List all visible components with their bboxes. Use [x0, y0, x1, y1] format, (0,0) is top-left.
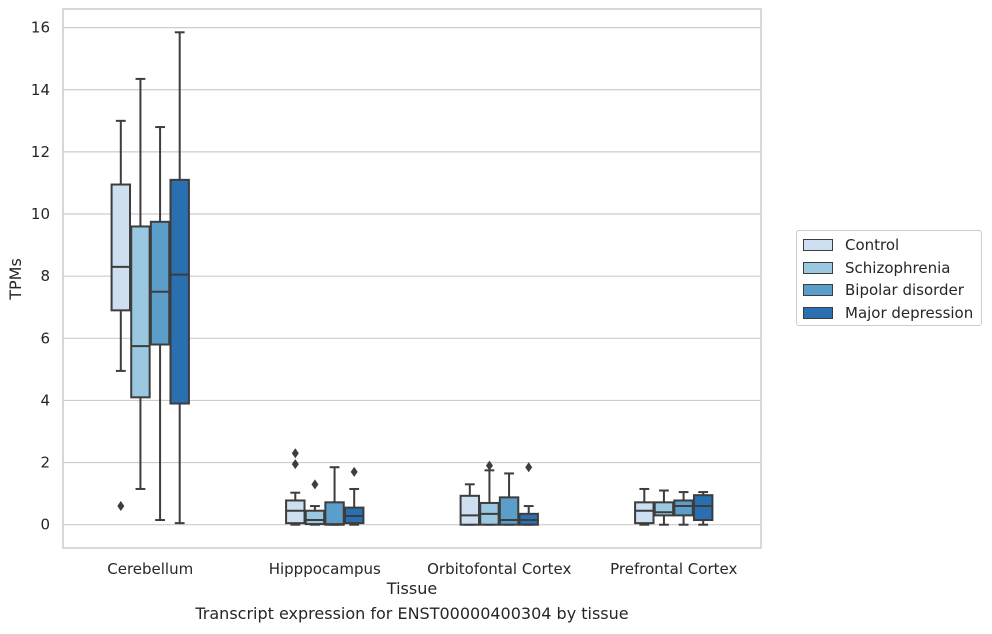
box-bipolar-disorder — [324, 466, 345, 526]
y-tick-label: 14 — [31, 81, 50, 99]
outlier-point — [311, 479, 319, 490]
y-tick-label: 0 — [40, 516, 50, 534]
outlier-point — [291, 459, 299, 470]
legend-item: Major depression — [803, 302, 973, 324]
box-iqr — [169, 178, 190, 405]
legend-item: Bipolar disorder — [803, 279, 964, 301]
y-tick-labels: 0 2 4 6 8 10 12 14 16 — [31, 19, 50, 534]
outlier-point — [291, 448, 299, 459]
x-axis-label: Tissue — [386, 579, 437, 598]
box-control — [110, 119, 132, 512]
outlier-point — [485, 460, 493, 471]
box-schizophrenia — [653, 489, 675, 526]
y-tick-label: 16 — [31, 19, 50, 37]
box-series — [110, 31, 714, 526]
box-iqr — [130, 225, 151, 399]
outlier-point — [525, 462, 533, 473]
legend-label: Bipolar disorder — [845, 281, 964, 299]
box-bipolar-disorder — [498, 472, 520, 526]
legend: Control Schizophrenia Bipolar disorder Majo… — [796, 230, 982, 326]
box-iqr — [459, 494, 481, 526]
y-tick-label: 12 — [31, 143, 50, 161]
legend-swatch — [803, 306, 833, 319]
outlier-point — [350, 466, 358, 477]
x-tick-label: Orbitofontal Cortex — [427, 560, 571, 578]
legend-item: Schizophrenia — [803, 257, 950, 279]
legend-swatch — [803, 239, 833, 251]
box-major-depression — [169, 31, 190, 525]
box-major-depression — [343, 466, 365, 526]
legend-swatch — [803, 261, 833, 274]
legend-label: Schizophrenia — [845, 258, 951, 277]
box-control — [459, 483, 481, 526]
box-schizophrenia — [130, 77, 151, 490]
y-tick-label: 4 — [40, 391, 50, 409]
box-bipolar-disorder — [149, 126, 171, 522]
box-control — [285, 448, 306, 526]
y-axis-label: TPMs — [6, 258, 25, 301]
box-iqr — [285, 499, 306, 525]
legend-swatch — [803, 284, 833, 296]
x-tick-label: Prefrontal Cortex — [610, 560, 737, 578]
box-control — [634, 487, 655, 526]
box-iqr — [634, 501, 655, 525]
box-major-depression — [692, 491, 714, 526]
y-tick-label: 10 — [31, 205, 50, 223]
box-iqr — [324, 501, 345, 526]
box-iqr — [110, 183, 132, 312]
x-tick-label: Hipppocampus — [269, 560, 381, 578]
outlier-point — [117, 501, 125, 512]
y-tick-label: 2 — [40, 454, 50, 472]
y-tick-label: 8 — [40, 267, 50, 285]
box-iqr — [304, 509, 326, 526]
box-bipolar-disorder — [673, 491, 694, 526]
box-iqr — [498, 496, 520, 526]
legend-item: Control — [803, 234, 899, 256]
chart-caption: Transcript expression for ENST0000040030… — [195, 604, 629, 623]
box-iqr — [653, 501, 675, 517]
box-iqr — [149, 220, 171, 346]
y-tick-label: 6 — [40, 329, 50, 347]
box-iqr — [673, 499, 694, 517]
box-major-depression — [518, 462, 539, 526]
plot-frame — [62, 8, 762, 549]
box-schizophrenia — [304, 479, 326, 526]
legend-label: Control — [845, 236, 900, 254]
legend-label: Major depression — [845, 303, 974, 322]
x-tick-label: Cerebellum — [107, 560, 193, 578]
box-iqr — [692, 494, 714, 522]
x-tick-labels: Cerebellum Hipppocampus Orbitofontal Corte… — [107, 560, 737, 578]
box-schizophrenia — [479, 460, 500, 526]
